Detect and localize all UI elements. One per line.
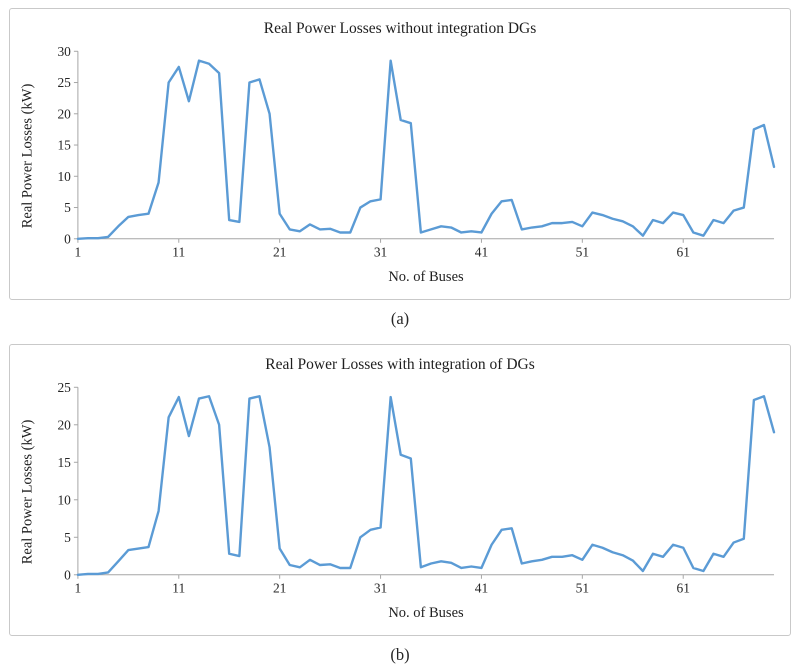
chart-a-body: Real Power Losses (kW) 0 5 10 15 20 25 30 1 11 21… [18, 43, 782, 269]
chart-a-title: Real Power Losses without integration DG… [263, 20, 537, 37]
svg-text:1: 1 [75, 581, 82, 596]
svg-text:5: 5 [64, 200, 71, 215]
svg-text:41: 41 [475, 581, 488, 596]
svg-text:5: 5 [64, 530, 71, 545]
chart-a-y-axis-title: Real Power Losses (kW) [18, 43, 38, 269]
chart-b-y-axis-title: Real Power Losses (kW) [18, 379, 38, 605]
svg-text:51: 51 [576, 245, 589, 260]
svg-text:30: 30 [57, 44, 71, 59]
chart-a-x-axis-title: No. of Buses [388, 269, 464, 285]
chart-b-caption: (b) [390, 645, 410, 664]
chart-b-title: Real Power Losses with integration of DG… [265, 356, 535, 373]
svg-text:10: 10 [57, 169, 71, 184]
svg-text:0: 0 [64, 567, 71, 582]
svg-text:1: 1 [75, 245, 82, 260]
svg-text:61: 61 [676, 581, 689, 596]
svg-text:11: 11 [172, 245, 185, 260]
svg-text:0: 0 [64, 231, 71, 246]
svg-text:15: 15 [57, 455, 71, 470]
chart-a-caption: (a) [390, 309, 410, 328]
chart-b: Real Power Losses with integration of DG… [9, 344, 791, 636]
svg-text:11: 11 [172, 581, 185, 596]
svg-text:41: 41 [475, 245, 488, 260]
chart-a-y-axis-title-text: Real Power Losses (kW) [19, 83, 36, 229]
svg-text:15: 15 [57, 138, 71, 153]
svg-text:20: 20 [57, 106, 71, 121]
svg-text:61: 61 [676, 245, 689, 260]
svg-text:51: 51 [576, 581, 589, 596]
chart-b-y-axis-title-text: Real Power Losses (kW) [19, 419, 36, 565]
svg-text:31: 31 [374, 245, 387, 260]
svg-text:31: 31 [374, 581, 387, 596]
svg-text:25: 25 [57, 75, 71, 90]
svg-text:21: 21 [273, 581, 286, 596]
chart-a: Real Power Losses without integration DG… [9, 8, 791, 300]
svg-text:21: 21 [273, 245, 286, 260]
chart-b-body: Real Power Losses (kW) 0 5 10 15 20 25 1 11 21 31… [18, 379, 782, 605]
svg-text:25: 25 [57, 380, 71, 395]
chart-b-x-axis-title: No. of Buses [388, 605, 464, 621]
svg-text:20: 20 [57, 417, 71, 432]
svg-text:10: 10 [57, 492, 71, 507]
